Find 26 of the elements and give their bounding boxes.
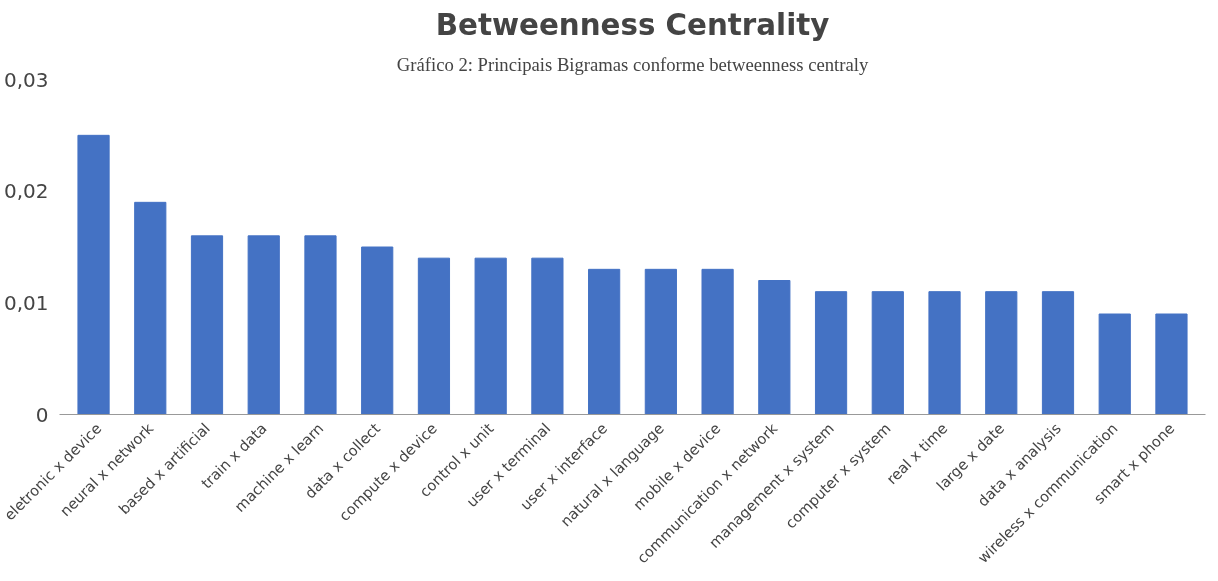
- bar: [871, 291, 904, 415]
- bar: [588, 268, 621, 415]
- bar: [1155, 313, 1188, 415]
- y-tick-label: 0: [35, 402, 49, 427]
- bar: [134, 201, 167, 415]
- bar: [247, 235, 280, 415]
- bar: [474, 257, 507, 415]
- bar: [928, 291, 961, 415]
- text: Gráfico 2: Principais Bigramas conforme betweenness centraly: [396, 53, 869, 75]
- bar: [1041, 291, 1075, 415]
- bar: [304, 235, 337, 415]
- bar: [531, 257, 564, 415]
- bar: [361, 246, 394, 415]
- bar: [1098, 313, 1131, 415]
- bar: [814, 291, 848, 415]
- y-tick-label: 0,03: [3, 67, 49, 92]
- y-tick-label: 0,01: [3, 290, 49, 315]
- chart-title: Betweenness Centrality: [435, 7, 830, 42]
- bar: [644, 268, 677, 415]
- bar: [417, 257, 451, 415]
- bar: [190, 235, 224, 415]
- y-tick-label: 0,02: [3, 179, 49, 204]
- bar: [758, 280, 791, 415]
- bar: [985, 291, 1018, 415]
- bar: [701, 268, 734, 415]
- bar: [77, 134, 110, 415]
